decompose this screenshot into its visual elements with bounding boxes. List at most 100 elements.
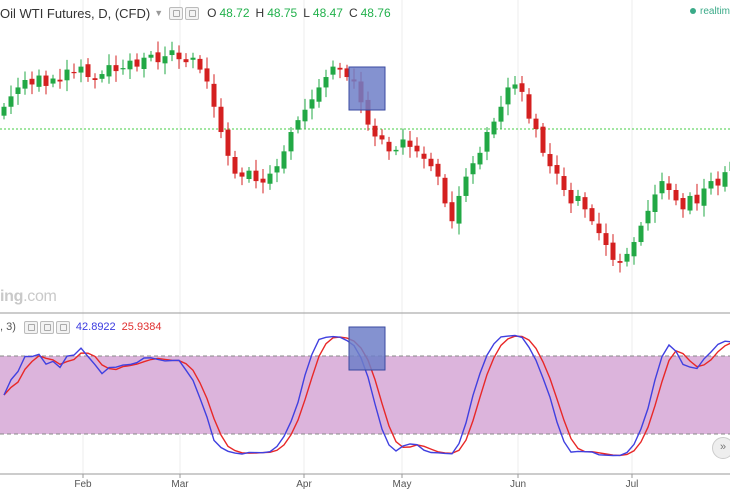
candle-body (134, 59, 140, 67)
candle-body (568, 190, 574, 204)
candle-body (232, 157, 238, 174)
candle-body (547, 154, 553, 167)
candle-body (1, 106, 7, 116)
candle-body (526, 94, 532, 119)
candle-body (456, 195, 462, 224)
ohlc-open-value: 48.72 (219, 6, 250, 20)
candle-body (323, 77, 329, 88)
ohlc-high-value: 48.75 (267, 6, 298, 20)
candle-body (519, 83, 525, 92)
candle-body (687, 195, 693, 211)
candle-body (29, 78, 35, 85)
candle-body (106, 65, 112, 77)
x-tick-label: Jul (626, 479, 639, 490)
candle-body (225, 129, 231, 156)
indicator-close-icon[interactable] (55, 320, 70, 334)
candle-body (393, 149, 399, 152)
candle-body (638, 225, 644, 243)
stochastic-lines (3, 334, 730, 457)
candle-body (183, 59, 189, 63)
settings-icon[interactable] (169, 6, 184, 20)
candle-body (162, 56, 168, 64)
candle-body (22, 80, 28, 89)
candle-body (50, 78, 56, 84)
candle-body (120, 68, 126, 70)
candle-body (589, 208, 595, 222)
candle-body (610, 242, 616, 260)
watermark-bold: ing (0, 288, 24, 305)
candle-body (428, 158, 434, 167)
candle-body (281, 151, 287, 169)
candle-body (85, 64, 91, 78)
candle-body (141, 57, 147, 69)
candle-body (491, 121, 497, 135)
indicator-hide-icon[interactable] (39, 320, 54, 334)
candle-body (554, 165, 560, 174)
candle-body (463, 176, 469, 196)
candle-body (295, 120, 301, 130)
x-tick-label: Jun (510, 479, 526, 490)
stochastic-d-line (3, 335, 730, 457)
symbol-title[interactable]: Oil WTI Futures, D, (CFD) (0, 5, 151, 21)
candle-body (603, 233, 609, 245)
candle-body (211, 83, 217, 107)
candle-body (8, 96, 14, 107)
candle-body (99, 74, 105, 79)
stochastic-k-line (3, 334, 730, 457)
candle-body (652, 194, 658, 212)
ohlc-high-key: H (255, 6, 265, 20)
candle-body (15, 87, 21, 94)
watermark-logo: ing.com (0, 288, 57, 306)
candle-body (36, 75, 42, 87)
chart-header: Oil WTI Futures, D, (CFD) ▼ O 48.72 H 48.7… (0, 3, 391, 23)
candle-body (344, 68, 350, 78)
candlestick-series (1, 41, 730, 273)
candle-body (169, 50, 175, 56)
scroll-right-button[interactable]: » (712, 437, 730, 459)
candle-body (659, 181, 665, 194)
realtime-indicator: realtim (689, 6, 730, 17)
candle-body (645, 210, 651, 224)
candle-body (414, 145, 420, 152)
candle-body (197, 58, 203, 70)
stochastic-header: , 3) 42.8922 25.9384 (0, 320, 161, 334)
candle-body (330, 66, 336, 75)
candle-body (71, 71, 77, 74)
stochastic-label[interactable]: , 3) (0, 321, 16, 333)
candle-body (365, 99, 371, 125)
candle-body (708, 181, 714, 189)
x-tick-label: Mar (171, 479, 189, 490)
candle-body (582, 197, 588, 210)
candle-body (288, 132, 294, 152)
chevron-down-icon[interactable]: ▼ (154, 8, 164, 18)
x-tick-label: Feb (74, 479, 92, 490)
realtime-label: realtim (699, 6, 730, 17)
ohlc-close-key: C (348, 6, 358, 20)
candle-body (624, 253, 630, 262)
candle-body (631, 242, 637, 257)
hide-icon[interactable] (185, 6, 200, 20)
candle-body (337, 67, 343, 70)
ohlc-open-key: O (207, 6, 217, 20)
candle-body (575, 195, 581, 201)
ohlc-close-value: 48.76 (360, 6, 391, 20)
candle-body (449, 202, 455, 222)
candle-body (505, 87, 511, 105)
highlight-box-stochastic (348, 326, 386, 371)
candle-body (477, 152, 483, 165)
candle-body (470, 163, 476, 175)
status-dot-icon (689, 8, 696, 15)
indicator-settings-icon[interactable] (23, 320, 38, 334)
candle-body (302, 109, 308, 122)
candle-body (43, 75, 49, 86)
candle-body (379, 135, 385, 140)
x-tick-label: Apr (296, 479, 312, 490)
candle-body (253, 170, 259, 182)
candle-body (512, 84, 518, 89)
candle-body (64, 69, 70, 81)
x-tick-label: May (393, 479, 412, 490)
candle-body (316, 87, 322, 102)
candle-body (442, 177, 448, 204)
candle-body (57, 79, 63, 82)
